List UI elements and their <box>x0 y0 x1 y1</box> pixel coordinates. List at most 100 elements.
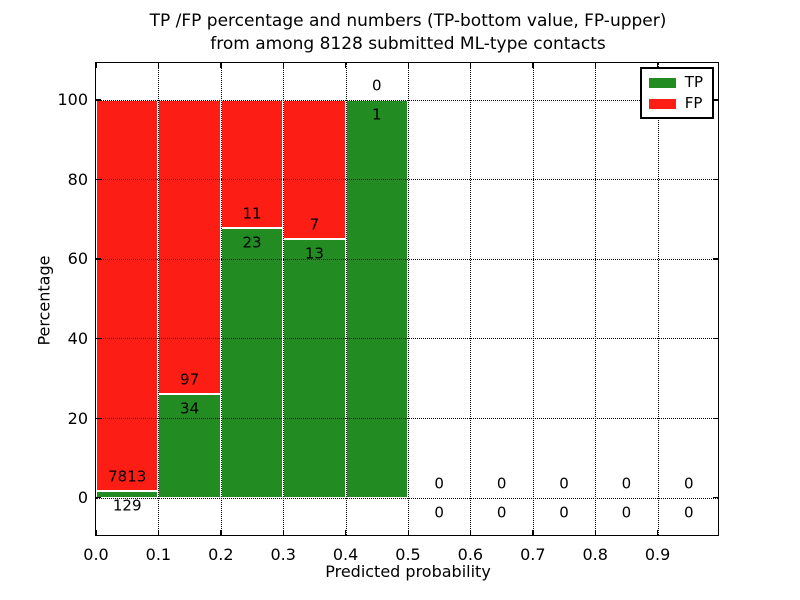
y-tickmark <box>713 417 718 419</box>
x-tick-label: 0.3 <box>270 545 296 564</box>
vertical-gridline <box>470 63 472 535</box>
chart-title: TP /FP percentage and numbers (TP-bottom… <box>149 11 667 54</box>
x-tickmark <box>407 530 409 535</box>
x-tick-label: 0.0 <box>83 545 109 564</box>
horizontal-gridline <box>96 497 718 499</box>
y-tickmark <box>713 497 718 499</box>
plot-area: TP FP 7813 129 97 34 11 23 7 13 0 1 0 0 0 0 0 0 0 0 0 0 <box>95 62 719 536</box>
fp-count-label: 0 <box>496 474 507 493</box>
tp-count-label: 0 <box>621 503 632 522</box>
fp-count-label: 0 <box>434 474 444 493</box>
x-tick-label: 0.7 <box>520 545 546 564</box>
y-tick-label: 60 <box>67 249 88 269</box>
tp-legend-label: TP <box>684 73 703 91</box>
x-tick-label: 0.2 <box>208 545 234 564</box>
x-tick-label: 0.6 <box>457 545 484 564</box>
x-tick-label: 0.8 <box>582 545 608 564</box>
x-tickmark <box>469 63 472 68</box>
tp-count-label: 0 <box>684 503 694 522</box>
tp-count-label: 0 <box>496 503 507 522</box>
fp-count-label: 0 <box>621 474 632 493</box>
tp-count-label: 0 <box>434 503 444 522</box>
x-tick-label: 0.5 <box>395 545 421 564</box>
x-tickmark <box>96 63 98 68</box>
x-tick-label: 0.1 <box>145 545 172 564</box>
fp-bar-segment <box>158 99 221 395</box>
x-tick-label: 0.4 <box>332 545 359 564</box>
x-tick-label: 0.9 <box>644 545 671 564</box>
tp-count-label: 0 <box>559 503 569 522</box>
vertical-gridline <box>595 63 597 535</box>
y-tickmark <box>96 258 101 260</box>
horizontal-gridline <box>96 99 718 101</box>
tp-bar-segment <box>96 491 159 498</box>
horizontal-gridline <box>96 338 718 340</box>
x-tickmark <box>594 63 597 68</box>
x-tickmark <box>532 530 534 535</box>
tp-bar-segment <box>220 228 284 498</box>
y-tick-label: 40 <box>67 328 88 348</box>
tp-bar-segment <box>283 238 346 498</box>
x-tickmark <box>345 530 347 535</box>
y-tickmark <box>96 99 101 101</box>
x-tickmark <box>282 530 285 535</box>
y-tickmark <box>713 258 718 260</box>
tp-count-label: 34 <box>180 399 200 418</box>
y-tickmark <box>96 178 101 181</box>
tp-bar-segment <box>158 394 221 498</box>
vertical-gridline <box>158 63 160 535</box>
vertical-gridline <box>220 63 222 535</box>
x-tickmark <box>407 63 409 68</box>
fp-count-label: 7 <box>309 215 320 234</box>
vertical-gridline <box>532 63 534 535</box>
horizontal-gridline <box>96 179 718 181</box>
y-tickmark <box>713 178 718 181</box>
y-tick-label: 80 <box>67 169 88 189</box>
tp-count-label: 129 <box>112 496 142 515</box>
legend-item-tp: TP <box>648 73 703 91</box>
y-tick-label: 0 <box>77 488 88 508</box>
horizontal-gridline <box>96 418 718 419</box>
fp-count-label: 7813 <box>108 467 147 486</box>
horizontal-gridline <box>96 258 718 260</box>
vertical-gridline <box>408 63 409 535</box>
x-tickmark <box>657 63 659 68</box>
tp-legend-swatch-icon <box>648 77 676 88</box>
y-tickmark <box>96 497 101 499</box>
legend: TP FP <box>639 67 714 119</box>
vertical-gridline <box>345 63 347 535</box>
x-tickmark <box>220 63 222 68</box>
x-tickmark <box>157 63 160 68</box>
x-tickmark <box>594 530 597 535</box>
fp-count-label: 97 <box>180 370 200 389</box>
x-axis-label: Predicted probability <box>325 562 491 581</box>
y-tickmark <box>713 99 718 101</box>
fp-legend-label: FP <box>684 94 703 112</box>
x-tickmark <box>220 530 222 535</box>
y-tickmark <box>96 337 101 340</box>
tp-count-label: 23 <box>242 233 262 252</box>
fp-count-label: 11 <box>242 204 262 223</box>
y-axis-label: Percentage <box>34 255 54 346</box>
vertical-gridline <box>283 63 285 535</box>
tp-count-label: 1 <box>372 105 382 124</box>
tp-bar-segment <box>345 99 408 498</box>
y-tickmark <box>96 417 101 419</box>
fp-count-label: 0 <box>684 474 694 493</box>
fp-bar-segment <box>96 99 159 492</box>
x-tickmark <box>345 63 347 68</box>
fp-count-label: 0 <box>372 76 382 95</box>
x-tickmark <box>469 530 472 535</box>
y-tickmark <box>713 337 718 340</box>
y-tick-label: 100 <box>57 90 88 110</box>
legend-item-fp: FP <box>648 94 703 112</box>
tp-count-label: 13 <box>304 244 324 263</box>
x-tickmark <box>282 63 285 68</box>
x-tickmark <box>96 530 98 535</box>
vertical-gridline <box>657 63 659 535</box>
x-tickmark <box>657 530 659 535</box>
fp-legend-swatch-icon <box>648 98 676 109</box>
x-tickmark <box>532 63 534 68</box>
y-tick-label: 20 <box>67 408 88 428</box>
